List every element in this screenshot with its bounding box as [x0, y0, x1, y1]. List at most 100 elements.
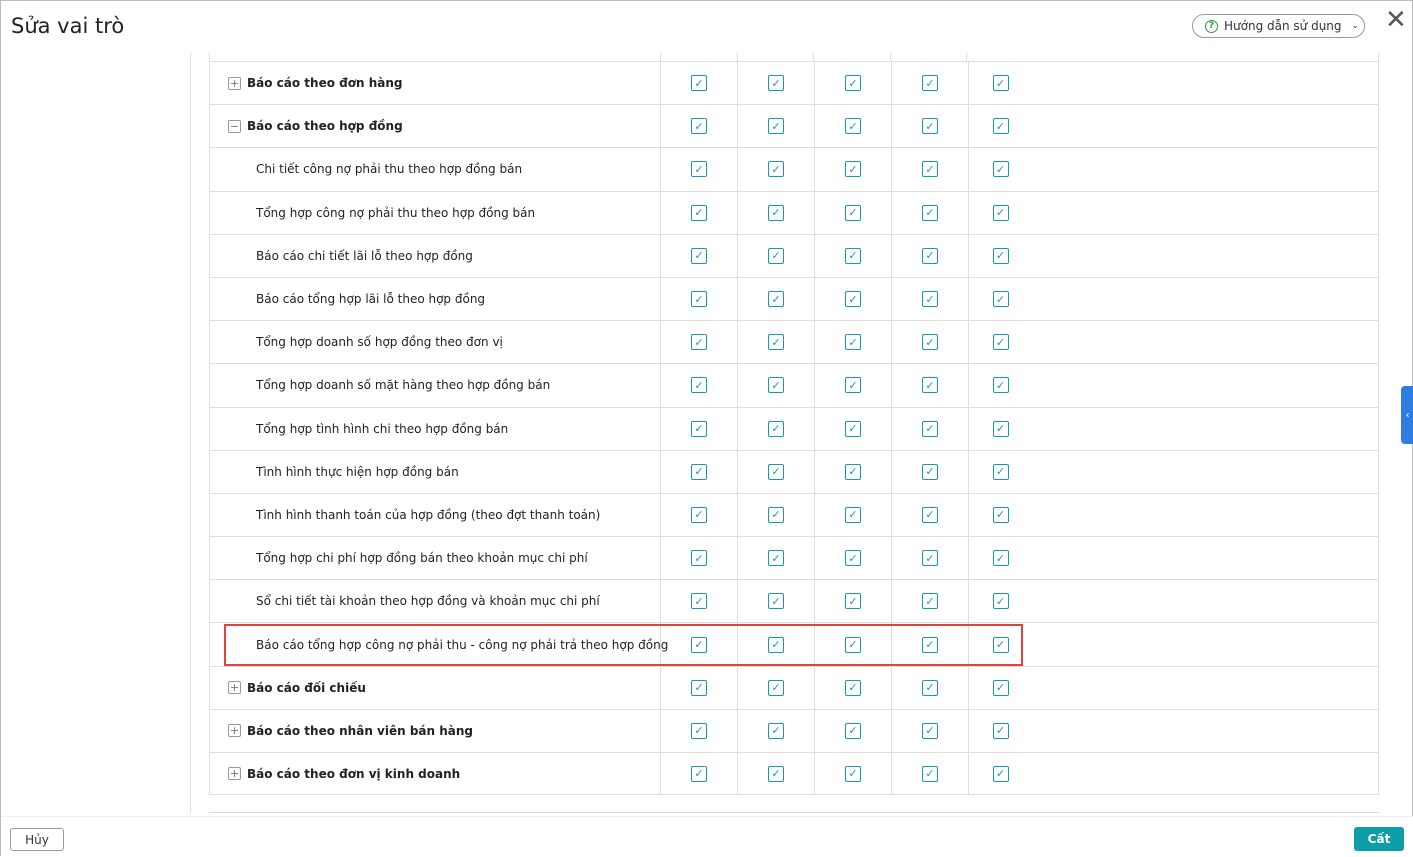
permission-checkbox[interactable]: ✓	[691, 75, 707, 92]
permission-checkbox[interactable]: ✓	[845, 420, 861, 437]
permission-checkbox[interactable]: ✓	[845, 161, 861, 178]
permission-checkbox[interactable]: ✓	[691, 506, 707, 523]
permission-checkbox[interactable]: ✓	[691, 420, 707, 437]
permission-checkbox[interactable]: ✓	[691, 161, 707, 178]
permission-checkbox[interactable]: ✓	[845, 722, 861, 739]
permission-checkbox[interactable]: ✓	[922, 679, 938, 696]
permission-checkbox[interactable]: ✓	[845, 550, 861, 567]
permission-checkbox[interactable]: ✓	[768, 463, 784, 480]
permission-checkbox[interactable]: ✓	[922, 636, 938, 653]
permission-checkbox[interactable]: ✓	[845, 377, 861, 394]
permission-checkbox[interactable]: ✓	[922, 75, 938, 92]
permission-checkbox[interactable]: ✓	[992, 636, 1009, 653]
permission-checkbox[interactable]: ✓	[845, 75, 861, 92]
permission-checkbox[interactable]: ✓	[992, 161, 1009, 178]
permission-checkbox[interactable]: ✓	[922, 420, 938, 437]
permission-checkbox[interactable]: ✓	[768, 161, 784, 178]
side-panel-toggle[interactable]: ‹	[1401, 386, 1413, 444]
permission-checkbox[interactable]: ✓	[768, 118, 784, 135]
expand-icon[interactable]: +	[228, 724, 241, 738]
save-button[interactable]: Cất	[1354, 827, 1404, 851]
permission-checkbox[interactable]: ✓	[768, 550, 784, 567]
permission-checkbox[interactable]: ✓	[768, 334, 784, 351]
permission-checkbox[interactable]: ✓	[691, 118, 707, 135]
expand-icon[interactable]: +	[228, 767, 241, 781]
permission-checkbox[interactable]: ✓	[768, 765, 784, 782]
permission-checkbox[interactable]: ✓	[992, 765, 1009, 782]
table-row: Báo cáo tổng hợp lãi lỗ theo hợp đồng ✓ ✓ ✓…	[210, 276, 1378, 321]
permission-checkbox[interactable]: ✓	[691, 247, 707, 264]
column-divider	[660, 53, 661, 61]
permission-checkbox[interactable]: ✓	[691, 334, 707, 351]
permission-checkbox[interactable]: ✓	[691, 636, 707, 653]
permission-checkbox[interactable]: ✓	[922, 722, 938, 739]
permission-checkbox[interactable]: ✓	[691, 550, 707, 567]
permission-checkbox[interactable]: ✓	[922, 334, 938, 351]
permission-checkbox[interactable]: ✓	[992, 334, 1009, 351]
permission-cell: ✓	[660, 666, 737, 709]
permission-checkbox[interactable]: ✓	[992, 377, 1009, 394]
permission-cell: ✓	[891, 62, 968, 105]
permission-checkbox[interactable]: ✓	[922, 247, 938, 264]
permission-checkbox[interactable]: ✓	[992, 722, 1009, 739]
permission-checkbox[interactable]: ✓	[691, 722, 707, 739]
permission-checkbox[interactable]: ✓	[922, 118, 938, 135]
permission-checkbox[interactable]: ✓	[845, 291, 861, 308]
permission-checkbox[interactable]: ✓	[992, 679, 1009, 696]
permission-checkbox[interactable]: ✓	[922, 506, 938, 523]
permission-checkbox[interactable]: ✓	[768, 679, 784, 696]
help-button[interactable]: ? Hướng dẫn sử dụng ⌄	[1192, 14, 1365, 38]
permission-checkbox[interactable]: ✓	[922, 593, 938, 610]
permission-checkbox[interactable]: ✓	[922, 377, 938, 394]
permission-checkbox[interactable]: ✓	[845, 463, 861, 480]
permission-checkbox[interactable]: ✓	[992, 247, 1009, 264]
permission-checkbox[interactable]: ✓	[992, 291, 1009, 308]
permission-checkbox[interactable]: ✓	[768, 204, 784, 221]
permission-checkbox[interactable]: ✓	[768, 420, 784, 437]
permission-checkbox[interactable]: ✓	[845, 765, 861, 782]
cancel-button[interactable]: Hủy	[10, 828, 64, 851]
collapse-icon[interactable]: −	[228, 119, 241, 133]
permission-checkbox[interactable]: ✓	[992, 550, 1009, 567]
permission-checkbox[interactable]: ✓	[768, 636, 784, 653]
expand-icon[interactable]: +	[228, 76, 241, 90]
permission-checkbox[interactable]: ✓	[992, 75, 1009, 92]
permission-checkbox[interactable]: ✓	[992, 506, 1009, 523]
permission-checkbox[interactable]: ✓	[691, 593, 707, 610]
permission-checkbox[interactable]: ✓	[768, 593, 784, 610]
permission-checkbox[interactable]: ✓	[768, 75, 784, 92]
permission-checkbox[interactable]: ✓	[922, 204, 938, 221]
permission-checkbox[interactable]: ✓	[845, 334, 861, 351]
permission-checkbox[interactable]: ✓	[992, 204, 1009, 221]
permission-checkbox[interactable]: ✓	[691, 463, 707, 480]
permission-checkbox[interactable]: ✓	[845, 506, 861, 523]
permission-checkbox[interactable]: ✓	[845, 247, 861, 264]
permission-checkbox[interactable]: ✓	[845, 118, 861, 135]
permission-checkbox[interactable]: ✓	[992, 463, 1009, 480]
permission-checkbox[interactable]: ✓	[845, 679, 861, 696]
permission-checkbox[interactable]: ✓	[922, 161, 938, 178]
permission-checkbox[interactable]: ✓	[768, 377, 784, 394]
permission-checkbox[interactable]: ✓	[845, 636, 861, 653]
permission-checkbox[interactable]: ✓	[845, 204, 861, 221]
permission-checkbox[interactable]: ✓	[768, 247, 784, 264]
permission-checkbox[interactable]: ✓	[922, 291, 938, 308]
permission-checkbox[interactable]: ✓	[691, 204, 707, 221]
permission-checkbox[interactable]: ✓	[691, 377, 707, 394]
permission-checkbox[interactable]: ✓	[768, 291, 784, 308]
table-row: Tình hình thanh toán của hợp đồng (theo …	[210, 492, 1378, 537]
permission-checkbox[interactable]: ✓	[992, 118, 1009, 135]
permission-checkbox[interactable]: ✓	[992, 593, 1009, 610]
permission-checkbox[interactable]: ✓	[992, 420, 1009, 437]
permission-checkbox[interactable]: ✓	[691, 291, 707, 308]
permission-checkbox[interactable]: ✓	[691, 679, 707, 696]
permission-checkbox[interactable]: ✓	[922, 463, 938, 480]
expand-icon[interactable]: +	[228, 681, 241, 695]
permission-checkbox[interactable]: ✓	[691, 765, 707, 782]
permission-checkbox[interactable]: ✓	[768, 506, 784, 523]
close-icon[interactable]: ✕	[1385, 5, 1407, 35]
permission-checkbox[interactable]: ✓	[768, 722, 784, 739]
permission-checkbox[interactable]: ✓	[922, 550, 938, 567]
permission-checkbox[interactable]: ✓	[845, 593, 861, 610]
permission-checkbox[interactable]: ✓	[922, 765, 938, 782]
